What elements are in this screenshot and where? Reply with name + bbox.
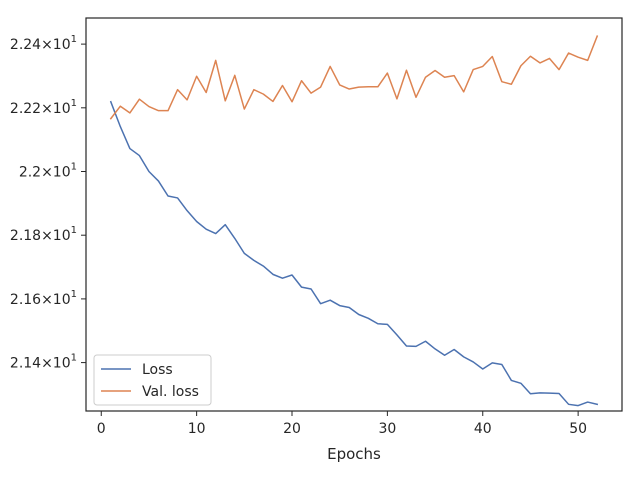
- y-tick-label: 2.18×101: [10, 225, 77, 244]
- y-tick-label: 2.14×101: [10, 353, 77, 372]
- legend-box: [93, 354, 212, 406]
- x-tick-label: 40: [474, 421, 492, 437]
- plot-area: [85, 17, 623, 412]
- legend-label-loss: Loss: [142, 362, 173, 378]
- legend-label-val-loss: Val. loss: [142, 384, 199, 400]
- series-line-val-loss: [109, 35, 599, 120]
- y-tick-label: 2.16×101: [10, 289, 77, 308]
- x-tick-label: 30: [378, 421, 396, 437]
- x-tick-label: 10: [188, 421, 206, 437]
- x-axis-label: Epochs: [327, 445, 381, 463]
- y-tick-label: 2.22×101: [10, 98, 77, 117]
- x-tick-label: 50: [569, 421, 587, 437]
- y-tick-label: 2.24×101: [10, 34, 77, 53]
- legend: Loss Val. loss: [93, 354, 212, 406]
- series-line-loss: [109, 100, 599, 407]
- y-axis: 2.14×101 2.16×101 2.18×101 2.2×101 2.22×101 2…: [10, 34, 86, 372]
- x-tick-label: 0: [97, 421, 106, 437]
- x-axis: 0 10 20 30 40 50: [97, 411, 587, 437]
- series-layer: [109, 35, 599, 407]
- x-tick-label: 20: [283, 421, 301, 437]
- y-tick-label: 2.2×101: [19, 162, 77, 181]
